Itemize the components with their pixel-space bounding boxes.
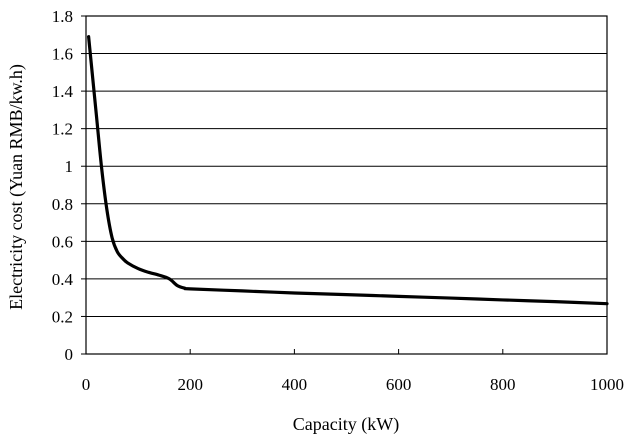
y-tick-label: 0.2 — [52, 307, 73, 326]
grid-lines — [86, 53, 607, 317]
series-line — [87, 35, 609, 306]
y-tick-label: 1 — [65, 157, 74, 176]
x-tick-label: 400 — [282, 375, 308, 394]
x-tick-label: 0 — [82, 375, 91, 394]
x-tick-label: 800 — [490, 375, 516, 394]
y-tick-label: 0.8 — [52, 195, 73, 214]
x-axis-ticks: 0 200 400 600 800 1000 — [82, 349, 624, 394]
x-tick-label: 600 — [386, 375, 412, 394]
y-tick-label: 0.4 — [52, 270, 74, 289]
x-axis-label: Capacity (kW) — [293, 414, 399, 435]
y-tick-label: 0 — [65, 345, 74, 364]
y-tick-label: 1.8 — [52, 7, 73, 26]
y-tick-label: 1.2 — [52, 120, 73, 139]
plot-frame — [85, 15, 608, 355]
x-tick-label: 200 — [177, 375, 203, 394]
y-tick-label: 0.6 — [52, 232, 73, 251]
y-axis-ticks: 0 0.2 0.4 0.6 0.8 1 1.2 1.4 1.6 1.8 — [52, 7, 86, 364]
x-tick-label: 1000 — [590, 375, 624, 394]
y-tick-label: 1.4 — [52, 82, 74, 101]
y-tick-label: 1.6 — [52, 45, 73, 64]
y-axis-label: Electricity cost (Yuan RMB/kw.h) — [6, 64, 27, 310]
